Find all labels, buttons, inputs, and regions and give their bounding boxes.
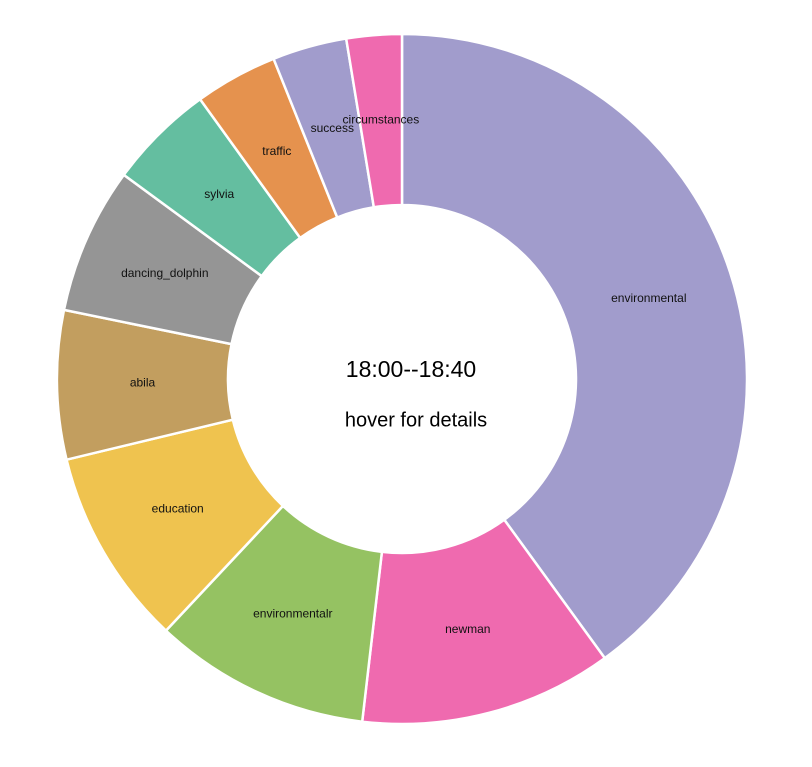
slice-environmental[interactable] [400, 32, 749, 660]
slice-circumstances[interactable] [344, 32, 404, 209]
center-time-range: 18:00--18:40 [346, 356, 476, 382]
donut-slices [55, 32, 749, 726]
center-hover-hint: hover for details [345, 409, 487, 431]
slice-newman[interactable] [360, 518, 607, 726]
